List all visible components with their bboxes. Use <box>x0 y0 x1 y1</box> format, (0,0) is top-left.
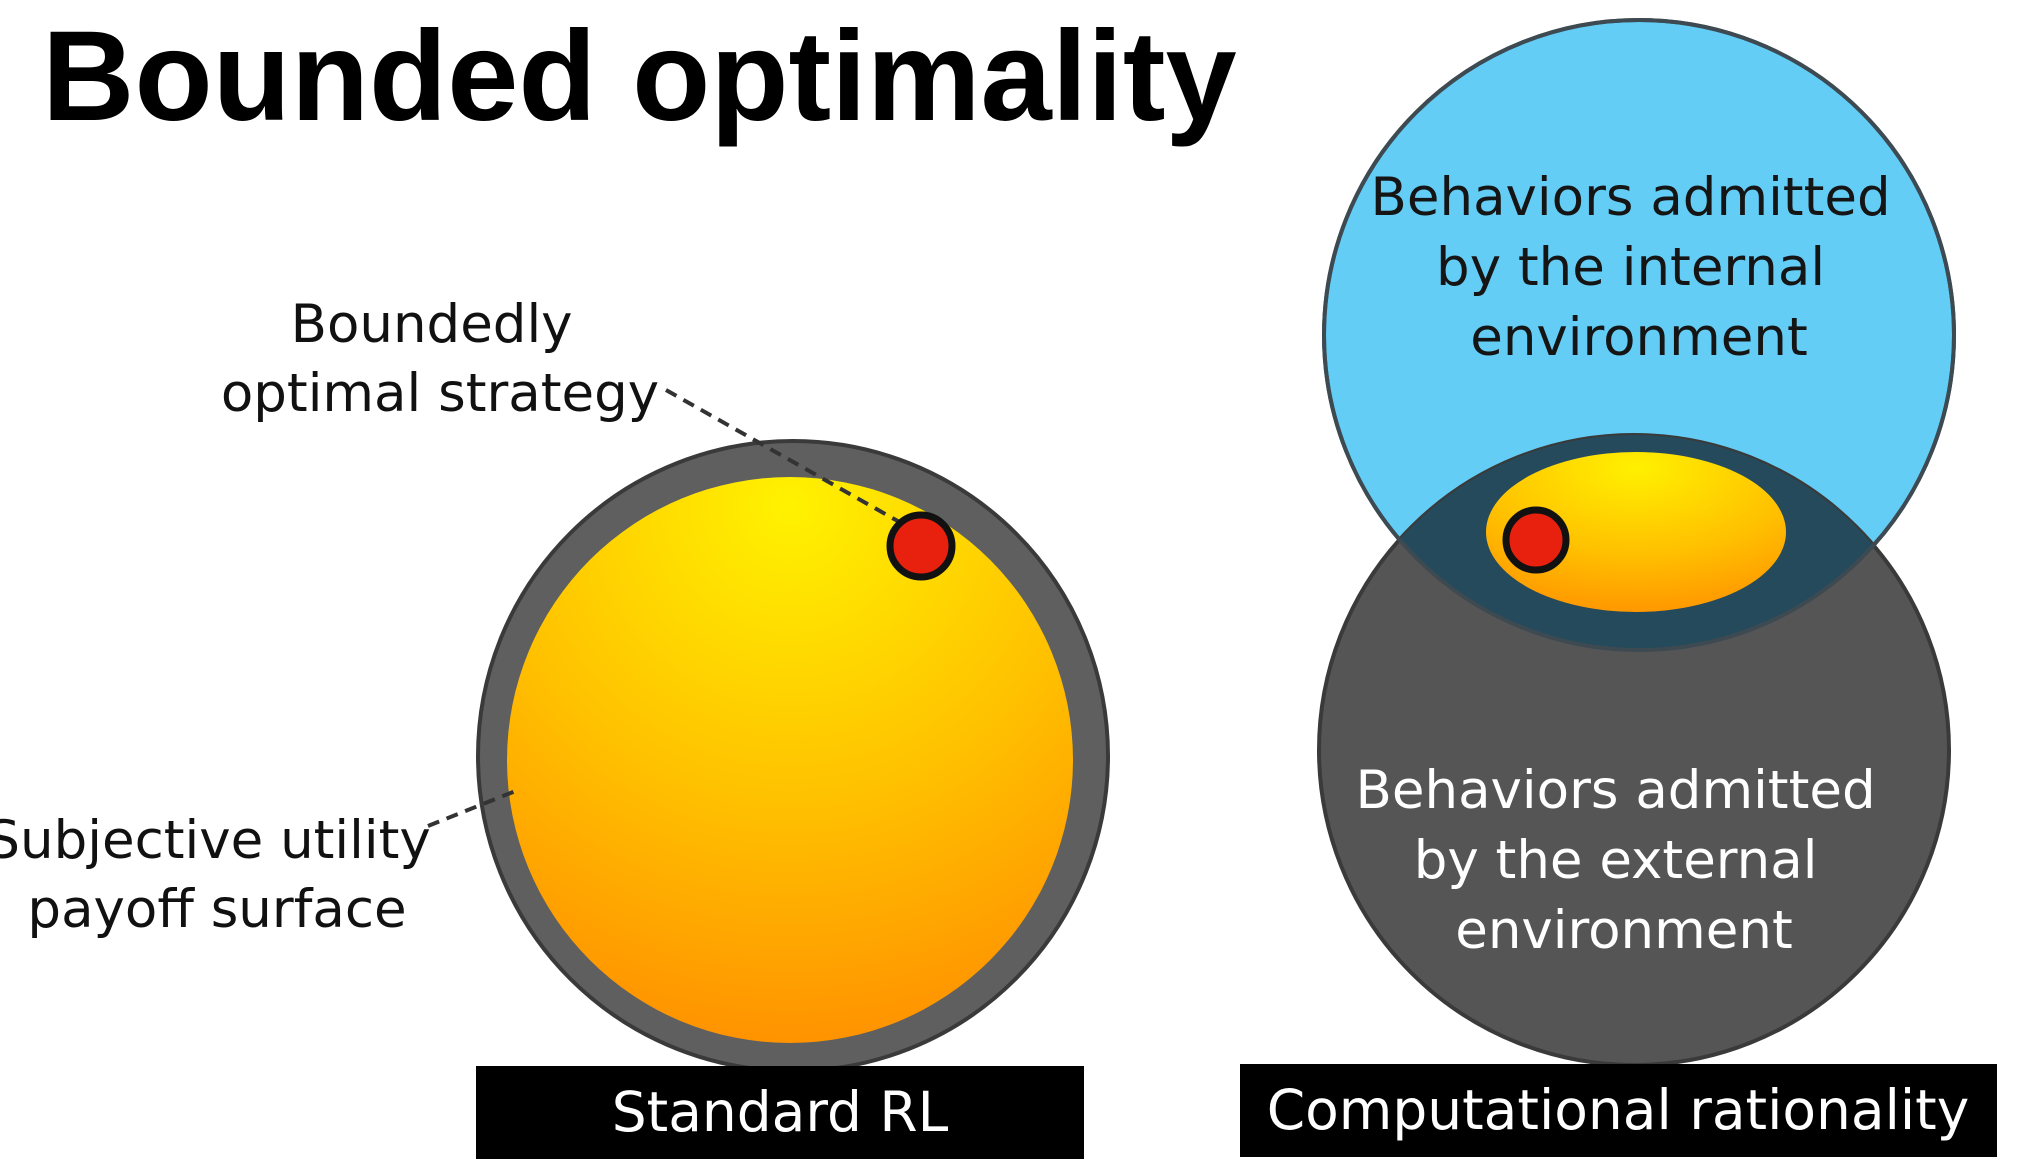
optimal-strategy-dot <box>886 511 956 581</box>
annotation-payoff-surface-line1: Subjective utility <box>0 810 431 871</box>
caption-computational-rationality: Computational rationality <box>1267 1078 1970 1142</box>
page-title: Bounded optimality <box>42 5 1237 148</box>
caption-standard-rl: Standard RL <box>612 1080 949 1144</box>
leader-line-optimal-strategy <box>665 388 911 530</box>
annotation-payoff-surface: Subjective utility payoff surface <box>0 810 448 940</box>
annotation-optimal-strategy: Boundedly optimal strategy <box>221 294 659 424</box>
computational-rationality-panel: Behaviors admitted by the internal envir… <box>1240 18 1997 1157</box>
external-label-line1: Behaviors admitted <box>1356 760 1876 821</box>
internal-environment-outline <box>1322 18 1956 652</box>
internal-label-line1: Behaviors admitted <box>1371 167 1891 228</box>
caption-bar-computational-rationality <box>1240 1064 1997 1157</box>
caption-bar-standard-rl <box>476 1066 1084 1159</box>
external-label-line3: environment <box>1455 900 1793 961</box>
annotation-payoff-surface-line2: payoff surface <box>27 879 406 940</box>
leader-line-payoff-surface <box>427 788 519 828</box>
standard-rl-panel: Boundedly optimal strategy Subjective ut… <box>0 294 1110 1159</box>
overlap-region <box>1324 435 1949 650</box>
internal-environment-label: Behaviors admitted by the internal envir… <box>1371 167 1908 368</box>
annotation-optimal-strategy-line1: Boundedly <box>291 294 573 355</box>
admissible-payoff-surface <box>1486 452 1786 612</box>
external-label-line2: by the external <box>1414 830 1818 891</box>
optimal-strategy-dot-right <box>1502 506 1570 574</box>
payoff-surface <box>507 477 1073 1043</box>
external-environment-label: Behaviors admitted by the external envir… <box>1356 760 1893 961</box>
internal-label-line2: by the internal <box>1436 237 1825 298</box>
internal-label-line3: environment <box>1470 307 1808 368</box>
annotation-optimal-strategy-line2: optimal strategy <box>221 363 659 424</box>
